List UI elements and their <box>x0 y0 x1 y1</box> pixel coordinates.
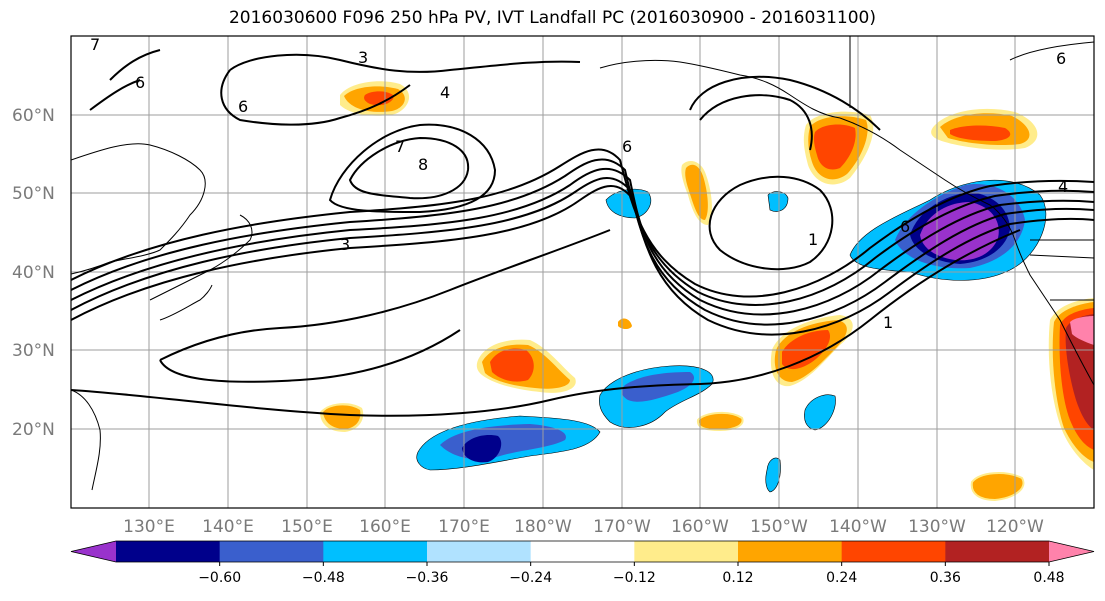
colorbar-swatch <box>945 541 1050 562</box>
contour-label: 6 <box>238 97 248 116</box>
colorbar-tick-label: −0.48 <box>302 570 345 586</box>
contour-label: 7 <box>395 137 405 156</box>
colorbar-tick-label: 0.48 <box>1033 570 1064 586</box>
lon-label: 130°E <box>123 517 175 537</box>
contour-label: 6 <box>1056 49 1066 68</box>
contour-label: 8 <box>418 155 428 174</box>
lat-label: 30°N <box>12 341 55 361</box>
contour-label: 7 <box>90 35 100 54</box>
colorbar-tick-label: −0.60 <box>198 570 241 586</box>
contour-label: 1 <box>808 230 818 249</box>
map-title: 2016030600 F096 250 hPa PV, IVT Landfall… <box>228 8 876 28</box>
lon-label: 140°W <box>829 517 887 537</box>
lat-label: 40°N <box>12 263 55 283</box>
contour-label: 4 <box>440 83 450 102</box>
colorbar-swatch <box>634 541 739 562</box>
lon-label: 150°E <box>281 517 333 537</box>
lon-label: 120°W <box>986 517 1044 537</box>
colorbar-tick-label: −0.12 <box>613 570 656 586</box>
contour-labels: 3 4 6 6 8 3 6 1 1 4 6 6 7 7 <box>90 35 1068 332</box>
lat-label: 20°N <box>12 420 55 440</box>
longitude-labels: 130°E 140°E 150°E 160°E 170°E 180°W 170°… <box>123 517 1044 537</box>
contour-label: 6 <box>135 73 145 92</box>
lon-label: 150°W <box>750 517 808 537</box>
colorbar-swatch <box>427 541 532 562</box>
latitude-labels: 60°N 50°N 40°N 30°N 20°N <box>12 106 55 440</box>
colorbar-swatch <box>738 541 843 562</box>
lon-label: 170°W <box>593 517 651 537</box>
lon-label: 170°E <box>438 517 490 537</box>
colorbar-tick-label: 0.36 <box>930 570 961 586</box>
contour-label: 1 <box>883 313 893 332</box>
colorbar-extend-low <box>71 541 116 562</box>
colorbar-tick-label: −0.36 <box>406 570 449 586</box>
contour-label: 6 <box>622 137 632 156</box>
lat-label: 50°N <box>12 184 55 204</box>
colorbar-ticks: −0.60 −0.48 −0.36 −0.24 −0.12 0.12 0.24 0.36 0.4… <box>198 562 1065 586</box>
contour-label: 3 <box>358 48 368 67</box>
colorbar-swatch <box>841 541 946 562</box>
colorbar-swatch <box>219 541 324 562</box>
lat-label: 60°N <box>12 106 55 126</box>
contour-label: 4 <box>1058 177 1068 196</box>
lon-label: 160°W <box>671 517 729 537</box>
colorbar-tick-label: −0.24 <box>509 570 552 586</box>
gridlines <box>71 36 1094 508</box>
contour-label: 6 <box>900 217 910 236</box>
ivt-positive-shading <box>320 81 1094 502</box>
pv-contours <box>71 49 1094 417</box>
colorbar-swatch <box>530 541 635 562</box>
colorbar-tick-label: 0.24 <box>826 570 857 586</box>
colorbar <box>70 540 1095 563</box>
lon-label: 140°E <box>202 517 254 537</box>
colorbar-extend-high <box>1049 541 1094 562</box>
colorbar-tick-label: 0.12 <box>722 570 753 586</box>
coastlines <box>71 36 1094 491</box>
map-frame <box>70 35 1095 509</box>
lon-label: 180°W <box>514 517 572 537</box>
lon-label: 130°W <box>908 517 966 537</box>
lon-label: 160°E <box>359 517 411 537</box>
colorbar-swatch <box>116 541 221 562</box>
contour-label: 3 <box>340 235 350 254</box>
colorbar-swatch <box>323 541 428 562</box>
